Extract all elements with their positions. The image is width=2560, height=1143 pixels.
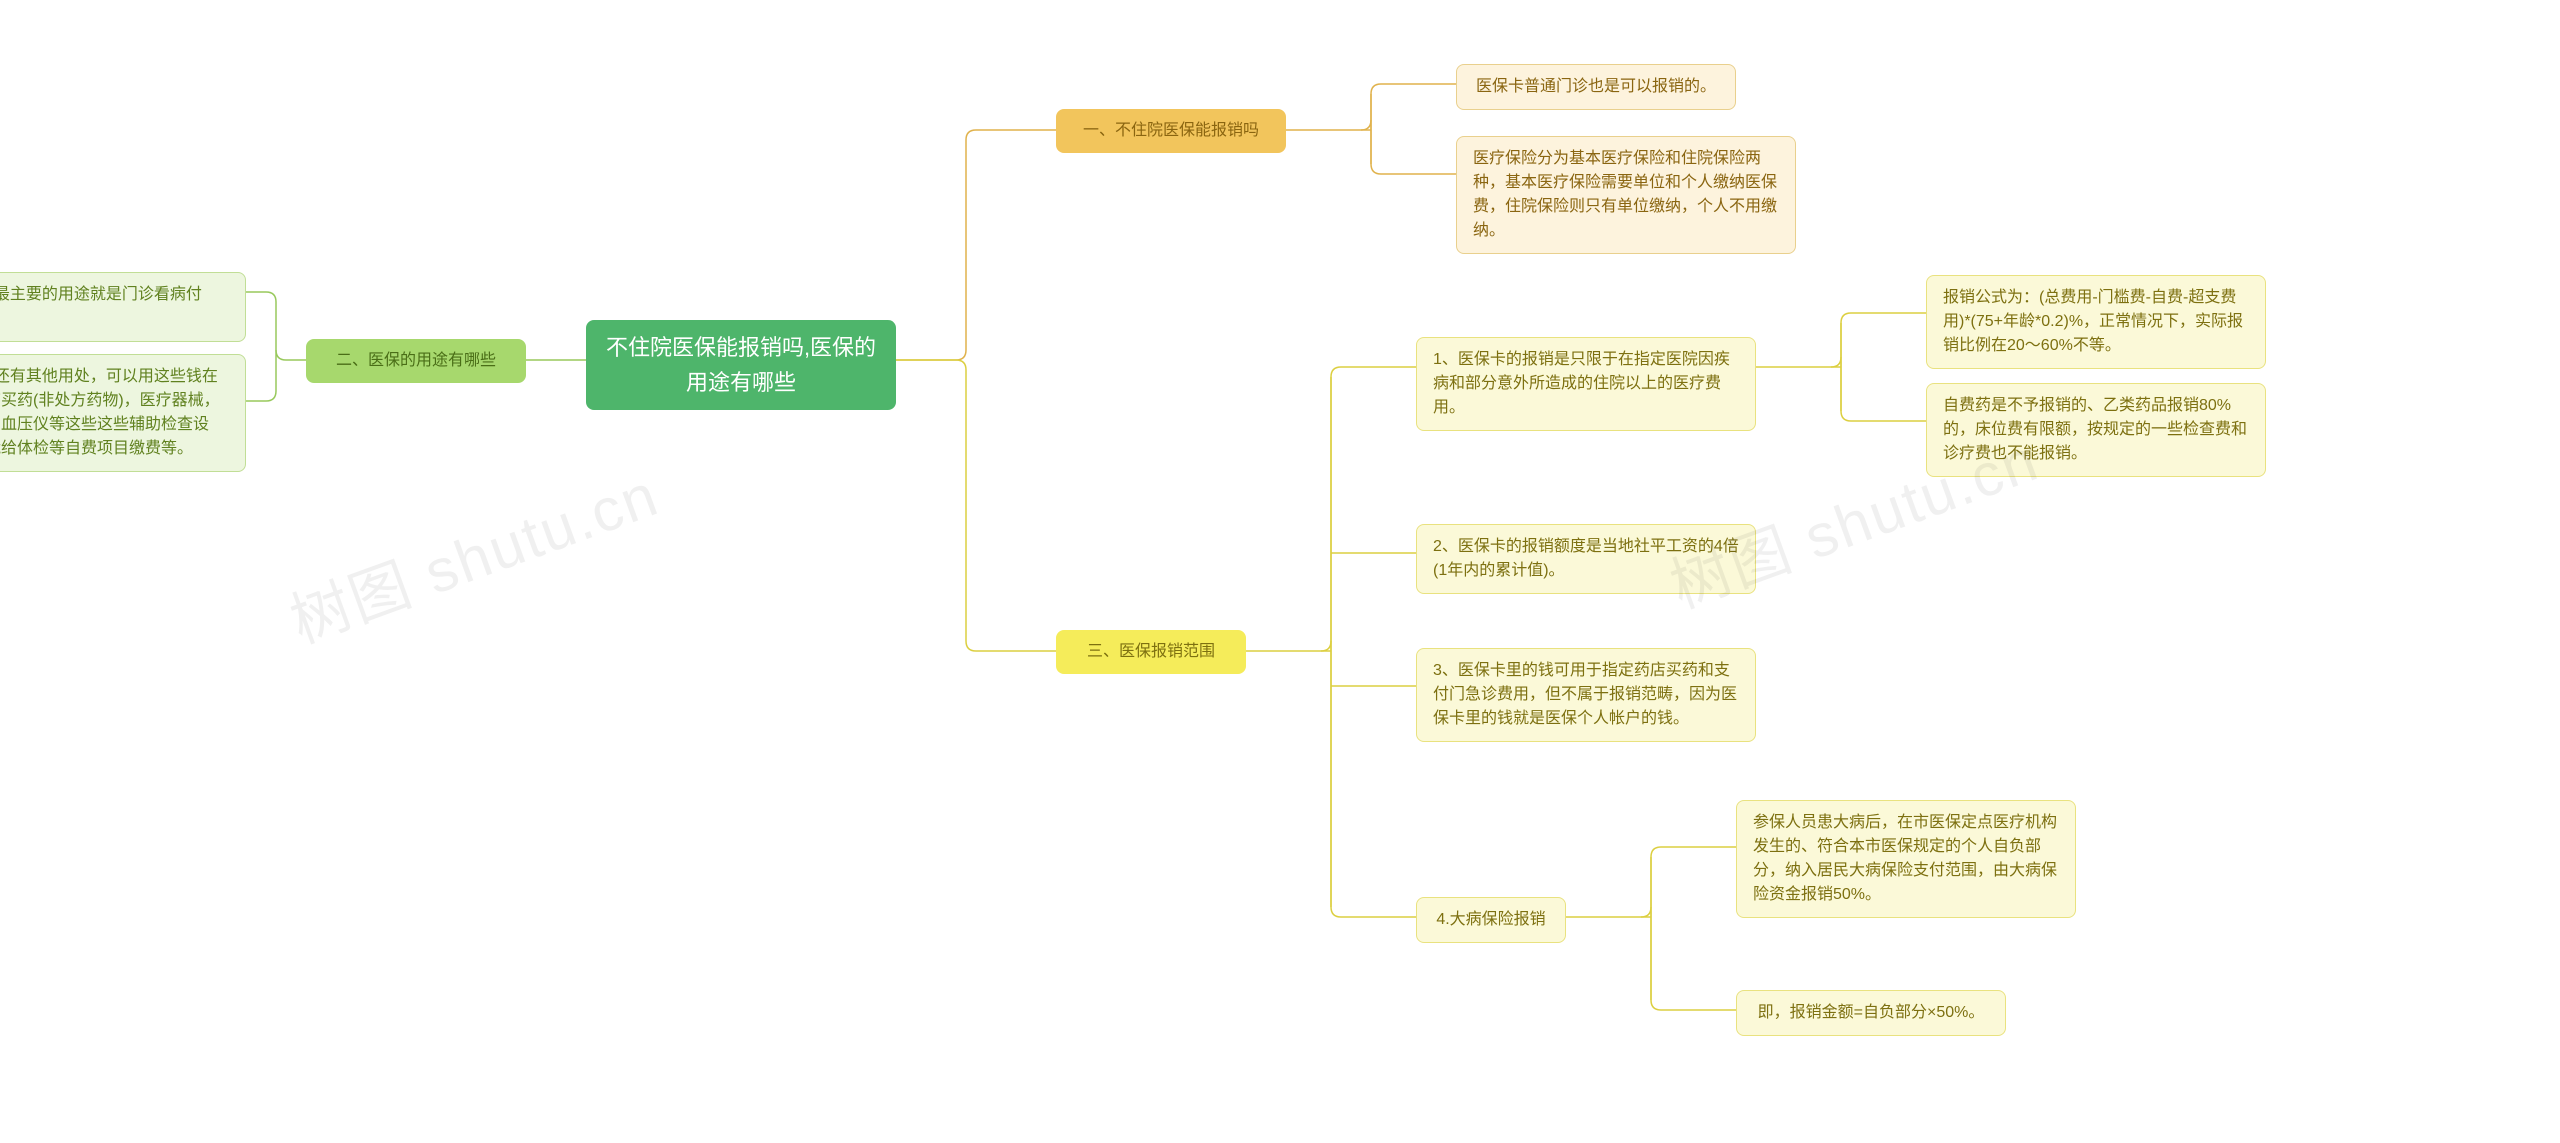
branch-right-1[interactable]: 三、医保报销范围 bbox=[1056, 630, 1246, 674]
connector bbox=[956, 130, 1056, 360]
leaf-r0-0[interactable]: 医保卡普通门诊也是可以报销的。 bbox=[1456, 64, 1736, 110]
connector-layer bbox=[0, 0, 2560, 1143]
connector bbox=[276, 350, 286, 360]
connector bbox=[1841, 313, 1926, 323]
connector bbox=[1331, 367, 1416, 377]
leaf-r1-1[interactable]: 2、医保卡的报销额度是当地社平工资的4倍(1年内的累计值)。 bbox=[1416, 524, 1756, 594]
connector bbox=[1371, 84, 1456, 94]
connector bbox=[1321, 641, 1331, 651]
connector bbox=[1361, 120, 1371, 130]
connector bbox=[246, 292, 276, 302]
watermark: 树图 shutu.cn bbox=[277, 447, 669, 661]
connector bbox=[1831, 357, 1841, 367]
connector bbox=[1331, 907, 1416, 917]
leaf-r1-3-1[interactable]: 即，报销金额=自负部分×50%。 bbox=[1736, 990, 2006, 1036]
root-node[interactable]: 不住院医保能报销吗,医保的用途有哪些 bbox=[586, 320, 896, 410]
leaf-r0-1[interactable]: 医疗保险分为基本医疗保险和住院保险两种，基本医疗保险需要单位和个人缴纳医保费，住… bbox=[1456, 136, 1796, 254]
connector bbox=[1651, 1000, 1736, 1010]
connector bbox=[956, 360, 1056, 651]
branch-left-0[interactable]: 二、医保的用途有哪些 bbox=[306, 339, 526, 383]
leaf-r1-3[interactable]: 4.大病保险报销 bbox=[1416, 897, 1566, 943]
leaf-r1-0-1[interactable]: 自费药是不予报销的、乙类药品报销80%的，床位费有限额，按规定的一些检查费和诊疗… bbox=[1926, 383, 2266, 477]
connector bbox=[1371, 164, 1456, 174]
branch-right-0[interactable]: 一、不住院医保能报销吗 bbox=[1056, 109, 1286, 153]
leaf-r1-3-0[interactable]: 参保人员患大病后，在市医保定点医疗机构发生的、符合本市医保规定的个人自负部分，纳… bbox=[1736, 800, 2076, 918]
connector bbox=[1651, 847, 1736, 857]
leaf-r1-2[interactable]: 3、医保卡里的钱可用于指定药店买药和支付门急诊费用，但不属于报销范畴，因为医保卡… bbox=[1416, 648, 1756, 742]
leaf-l0-0[interactable]: 1、医保最主要的用途就是门诊看病付钱。 bbox=[0, 272, 246, 342]
connector bbox=[1641, 907, 1651, 917]
leaf-r1-0[interactable]: 1、医保卡的报销是只限于在指定医院因疾病和部分意外所造成的住院以上的医疗费用。 bbox=[1416, 337, 1756, 431]
connector bbox=[246, 391, 276, 401]
leaf-r1-0-0[interactable]: 报销公式为：(总费用-门槛费-自费-超支费用)*(75+年龄*0.2)%，正常情… bbox=[1926, 275, 2266, 369]
connector bbox=[1841, 411, 1926, 421]
leaf-l0-1[interactable]: 2、医保还有其他用处，可以用这些钱在定点药店买药(非处方药物)，医疗器械，体温计… bbox=[0, 354, 246, 472]
